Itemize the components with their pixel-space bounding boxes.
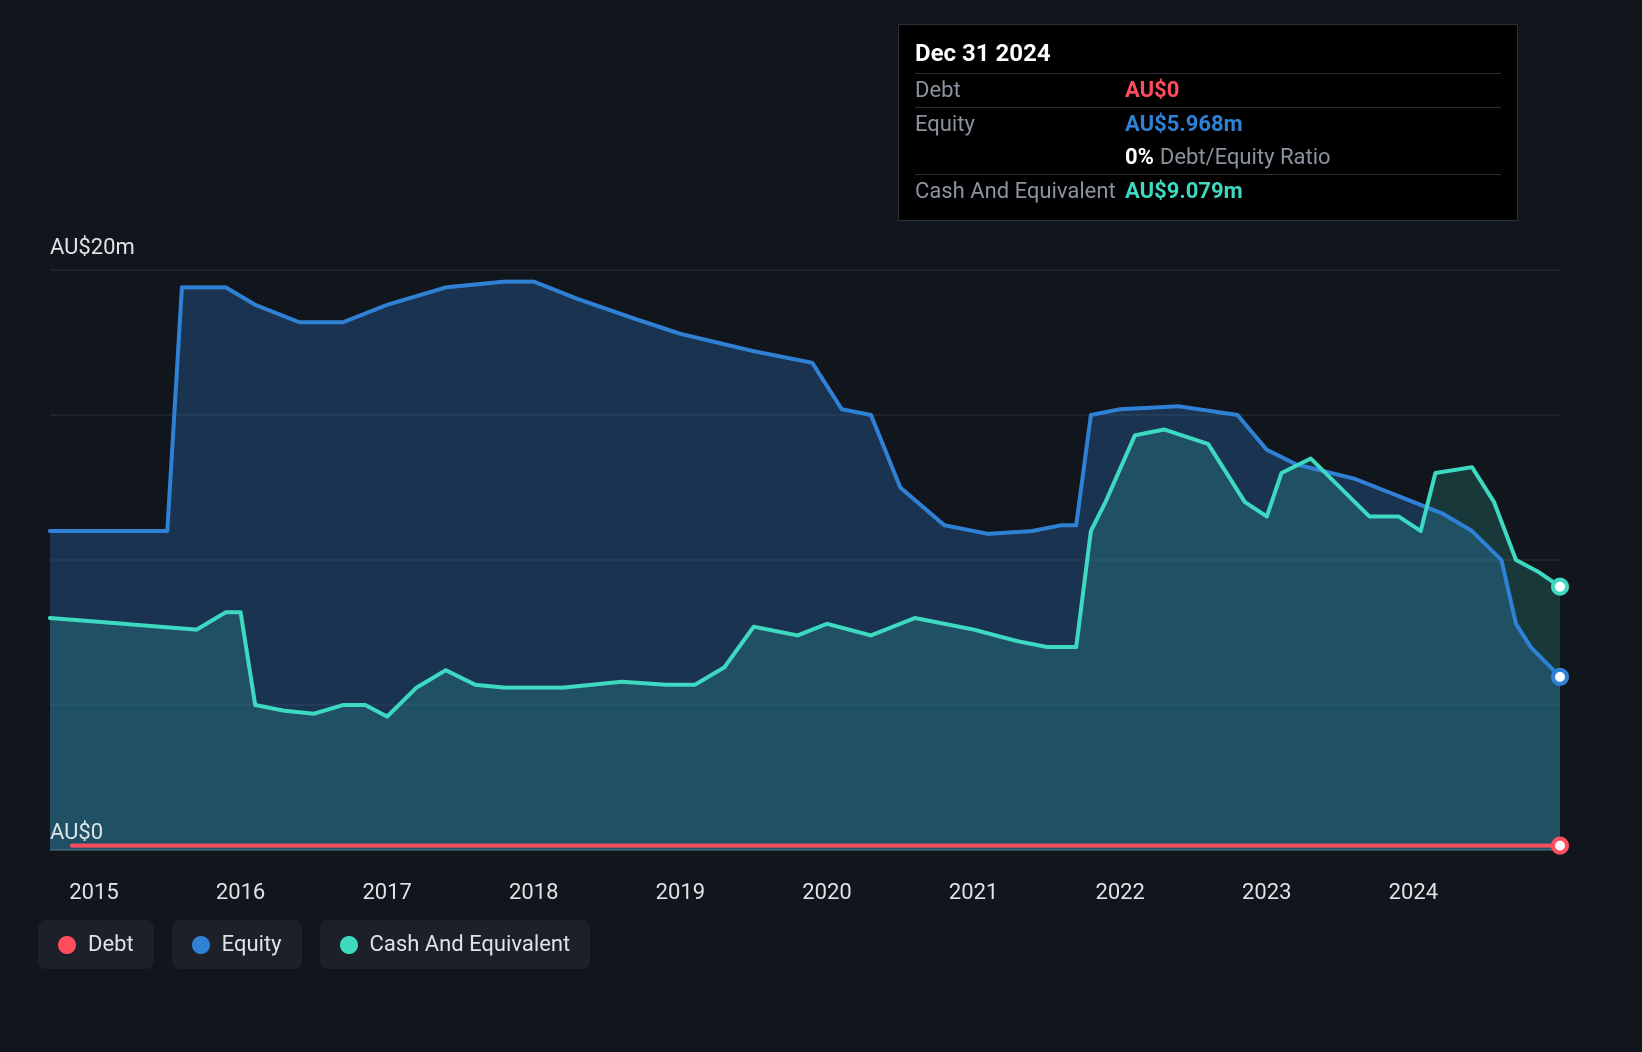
debt-equity-chart: AU$20m AU$0 2015 2016 2017 2018 2019 2020 2021… — [0, 0, 1642, 1052]
x-tick-2020: 2020 — [802, 880, 851, 905]
legend-label-cash: Cash And Equivalent — [370, 932, 571, 957]
tooltip-ratio-spacer — [915, 145, 1125, 170]
legend-item-equity[interactable]: Equity — [172, 920, 302, 969]
tooltip-label-cash: Cash And Equivalent — [915, 179, 1125, 204]
tooltip-label-debt: Debt — [915, 78, 1125, 103]
equity-dot-icon — [192, 936, 210, 954]
debt-dot-icon — [58, 936, 76, 954]
chart-legend: Debt Equity Cash And Equivalent — [38, 920, 590, 969]
cash-dot-icon — [340, 936, 358, 954]
x-tick-2019: 2019 — [656, 880, 705, 905]
y-label-0: AU$0 — [50, 820, 103, 845]
tooltip-value-equity: AU$5.968m — [1125, 112, 1243, 137]
legend-label-equity: Equity — [222, 932, 282, 957]
tooltip-date: Dec 31 2024 — [915, 35, 1501, 73]
tooltip-ratio-pct: 0% — [1125, 145, 1154, 170]
tooltip-ratio-label: Debt/Equity Ratio — [1160, 145, 1331, 170]
x-tick-2018: 2018 — [509, 880, 558, 905]
legend-label-debt: Debt — [88, 932, 134, 957]
legend-item-cash[interactable]: Cash And Equivalent — [320, 920, 591, 969]
tooltip-row-equity: Equity AU$5.968m — [915, 107, 1501, 141]
x-tick-2017: 2017 — [362, 880, 411, 905]
x-tick-2023: 2023 — [1242, 880, 1291, 905]
tooltip-value-cash: AU$9.079m — [1125, 179, 1243, 204]
tooltip-row-cash: Cash And Equivalent AU$9.079m — [915, 174, 1501, 208]
tooltip-row-ratio: 0%Debt/Equity Ratio — [915, 141, 1501, 174]
tooltip-label-equity: Equity — [915, 112, 1125, 137]
tooltip-ratio: 0%Debt/Equity Ratio — [1125, 145, 1331, 170]
x-tick-2015: 2015 — [69, 880, 118, 905]
x-tick-2021: 2021 — [949, 880, 998, 905]
x-tick-2024: 2024 — [1389, 880, 1438, 905]
x-tick-2022: 2022 — [1095, 880, 1144, 905]
tooltip-value-debt: AU$0 — [1125, 78, 1179, 103]
legend-item-debt[interactable]: Debt — [38, 920, 154, 969]
y-label-20m: AU$20m — [50, 235, 135, 260]
tooltip-row-debt: Debt AU$0 — [915, 73, 1501, 107]
x-tick-2016: 2016 — [216, 880, 265, 905]
chart-tooltip: Dec 31 2024 Debt AU$0 Equity AU$5.968m 0… — [898, 24, 1518, 221]
